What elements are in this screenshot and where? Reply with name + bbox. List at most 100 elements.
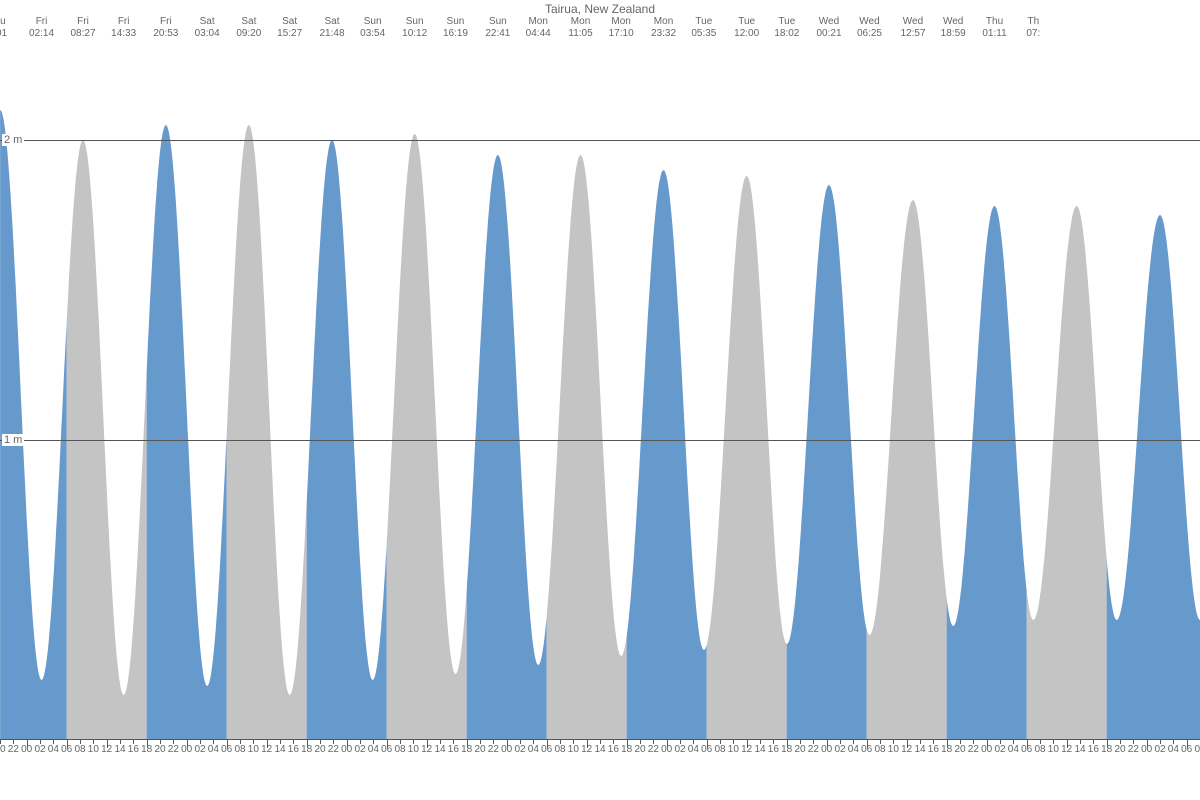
x-ticklabel: 00 [1141,744,1152,755]
gridline [0,140,1200,141]
x-ticklabel: 10 [728,744,739,755]
gridlabel: 2 m [2,134,24,146]
x-ticklabel: 14 [754,744,765,755]
x-ticklabel: 16 [608,744,619,755]
x-ticklabel: 16 [288,744,299,755]
x-ticklabel: 08 [1194,744,1200,755]
top-label: Th07: [1007,16,1059,40]
x-ticklabel: 06 [1181,744,1192,755]
x-ticklabel: 20 [0,744,6,755]
x-ticklabel: 02 [834,744,845,755]
x-ticklabel: 18 [461,744,472,755]
x-ticklabel: 00 [21,744,32,755]
x-ticklabel: 06 [1021,744,1032,755]
x-ticklabel: 02 [354,744,365,755]
x-ticklabel: 08 [74,744,85,755]
x-ticklabel: 02 [674,744,685,755]
x-ticklabel: 22 [1128,744,1139,755]
x-ticklabel: 04 [528,744,539,755]
x-ticklabel: 06 [381,744,392,755]
x-ticklabel: 22 [8,744,19,755]
x-ticklabel: 16 [128,744,139,755]
x-ticklabel: 10 [248,744,259,755]
x-ticklabel: 20 [314,744,325,755]
x-ticklabel: 12 [901,744,912,755]
x-ticklabel: 10 [88,744,99,755]
chart-title: Tairua, New Zealand [0,2,1200,16]
x-ticklabel: 16 [1088,744,1099,755]
x-ticklabel: 06 [541,744,552,755]
x-ticklabel: 04 [848,744,859,755]
gridlabel: 1 m [2,434,24,446]
x-ticklabel: 16 [928,744,939,755]
x-ticklabel: 14 [1074,744,1085,755]
tide-chart: Tairua, New Zealand hu:01Fri02:14Fri08:2… [0,0,1200,800]
x-ticklabel: 08 [1034,744,1045,755]
x-ticklabel: 00 [501,744,512,755]
x-ticklabel: 18 [141,744,152,755]
x-ticklabel: 18 [781,744,792,755]
x-ticklabel: 16 [768,744,779,755]
x-ticklabel: 08 [394,744,405,755]
x-ticklabel: 14 [274,744,285,755]
x-ticklabel: 02 [514,744,525,755]
x-ticklabel: 12 [581,744,592,755]
x-ticklabel: 02 [194,744,205,755]
x-ticklabel: 20 [794,744,805,755]
x-ticklabel: 14 [914,744,925,755]
x-ticklabel: 14 [114,744,125,755]
x-ticklabel: 22 [648,744,659,755]
x-ticklabel: 12 [1061,744,1072,755]
x-ticklabel: 04 [368,744,379,755]
x-ticklabel: 02 [994,744,1005,755]
x-ticklabel: 12 [261,744,272,755]
x-ticklabel: 04 [688,744,699,755]
x-ticklabel: 10 [888,744,899,755]
plot-area: 1 m2 m2022000204060810121416182022000204… [0,50,1200,770]
x-ticklabel: 08 [714,744,725,755]
tide-area-svg [0,50,1200,770]
x-ticklabel: 20 [954,744,965,755]
x-ticklabel: 22 [168,744,179,755]
x-ticklabel: 20 [154,744,165,755]
x-ticklabel: 08 [234,744,245,755]
x-ticklabel: 20 [634,744,645,755]
x-ticklabel: 04 [208,744,219,755]
x-ticklabel: 22 [968,744,979,755]
x-ticklabel: 08 [874,744,885,755]
x-ticklabel: 02 [34,744,45,755]
gridline [0,440,1200,441]
x-ticklabel: 12 [101,744,112,755]
x-ticklabel: 18 [621,744,632,755]
x-ticklabel: 08 [554,744,565,755]
x-ticklabel: 00 [661,744,672,755]
x-ticklabel: 00 [181,744,192,755]
x-ticklabel: 10 [1048,744,1059,755]
x-ticklabel: 06 [701,744,712,755]
x-ticklabel: 22 [488,744,499,755]
x-ticklabel: 04 [1168,744,1179,755]
x-ticklabel: 18 [301,744,312,755]
x-ticklabel: 18 [1101,744,1112,755]
x-ticklabel: 04 [1008,744,1019,755]
x-ticklabel: 06 [61,744,72,755]
x-ticklabel: 04 [48,744,59,755]
x-ticklabel: 20 [1114,744,1125,755]
x-ticklabel: 00 [341,744,352,755]
x-ticklabel: 20 [474,744,485,755]
x-ticklabel: 22 [808,744,819,755]
top-time-labels: hu:01Fri02:14Fri08:27Fri14:33Fri20:53Sat… [0,16,1200,44]
x-ticklabel: 22 [328,744,339,755]
x-ticklabel: 00 [821,744,832,755]
x-ticklabel: 12 [421,744,432,755]
x-ticklabel: 06 [861,744,872,755]
x-ticklabel: 06 [221,744,232,755]
x-ticklabel: 14 [434,744,445,755]
x-ticklabel: 14 [594,744,605,755]
x-axis: 2022000204060810121416182022000204060810… [0,739,1200,770]
x-ticklabel: 10 [408,744,419,755]
x-ticklabel: 10 [568,744,579,755]
x-ticklabel: 02 [1154,744,1165,755]
x-ticklabel: 00 [981,744,992,755]
x-ticklabel: 18 [941,744,952,755]
